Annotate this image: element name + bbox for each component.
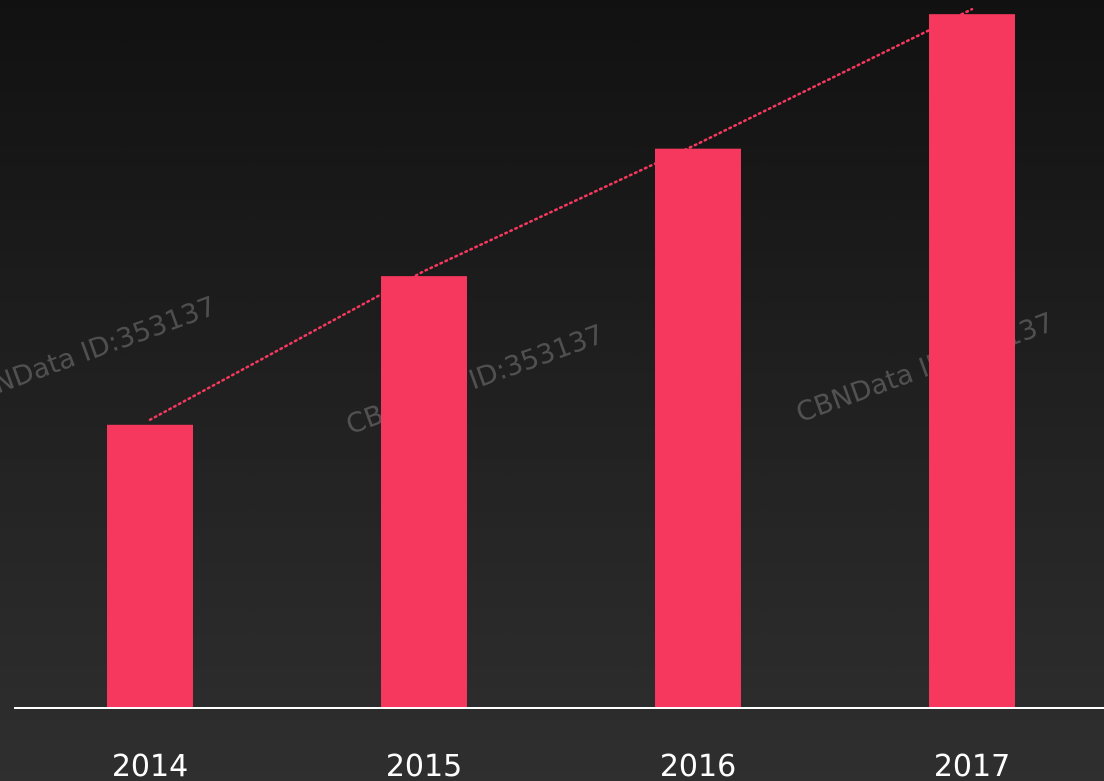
x-tick-label: 2015 — [386, 749, 462, 781]
x-tick-label: 2016 — [660, 749, 736, 781]
x-tick-label: 2017 — [934, 749, 1010, 781]
trend-line — [148, 7, 974, 422]
bar — [107, 424, 193, 708]
bar — [655, 148, 741, 708]
bar — [929, 14, 1015, 709]
x-tick-label: 2014 — [112, 749, 188, 781]
bar — [381, 276, 467, 708]
